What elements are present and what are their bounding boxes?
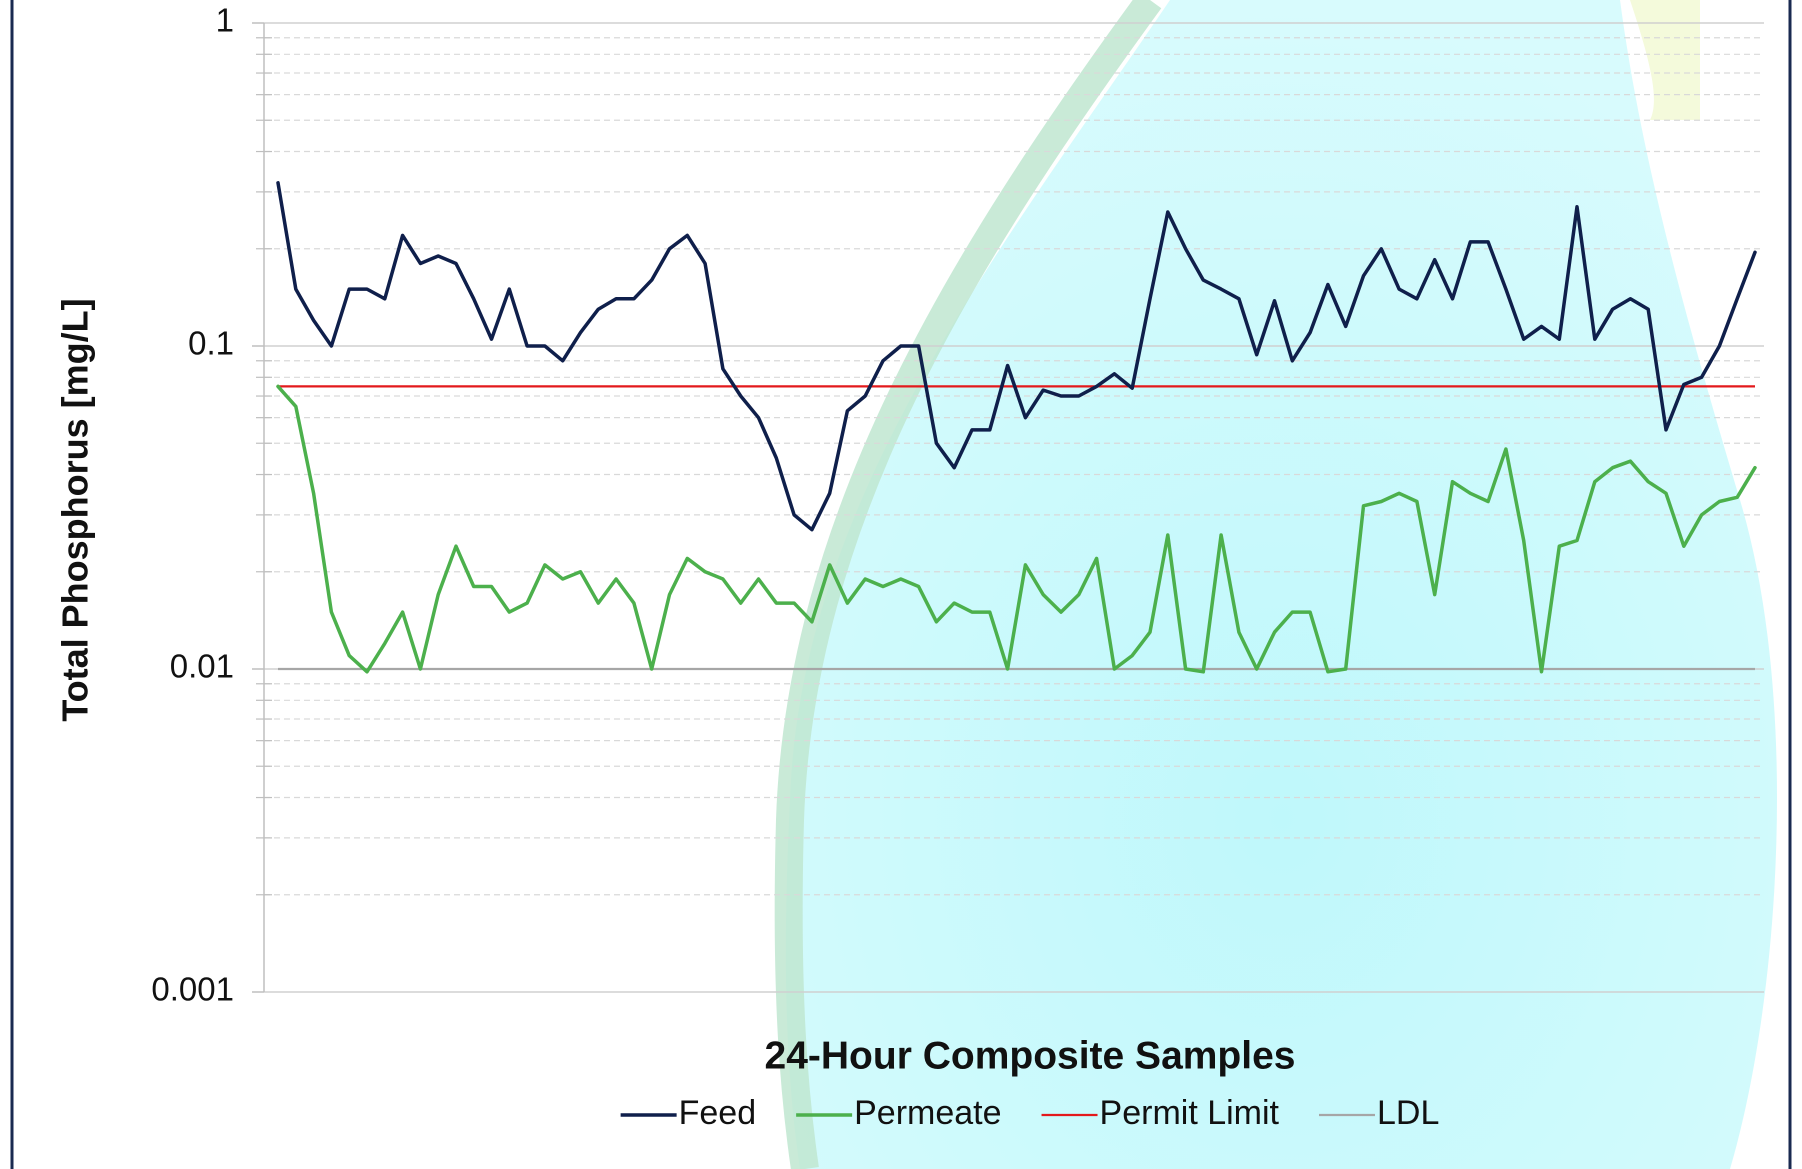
y-axis-title: Total Phosphorus [mg/L] — [55, 298, 96, 721]
background-corner — [1630, 0, 1700, 120]
legend-label: Permit Limit — [1100, 1094, 1280, 1132]
legend-label: Feed — [679, 1094, 757, 1132]
background-shape — [786, 0, 1777, 1169]
legend-label: Permeate — [854, 1094, 1001, 1132]
y-tick-label: 0.1 — [188, 325, 234, 362]
chart: 10.10.010.001 24-Hour Composite Samples … — [0, 0, 1802, 1169]
legend-label: LDL — [1377, 1094, 1439, 1132]
y-tick-label: 1 — [216, 2, 234, 39]
x-axis-title: 24-Hour Composite Samples — [765, 1034, 1296, 1077]
y-tick-label: 0.01 — [170, 648, 234, 685]
y-tick-label: 0.001 — [151, 971, 234, 1008]
